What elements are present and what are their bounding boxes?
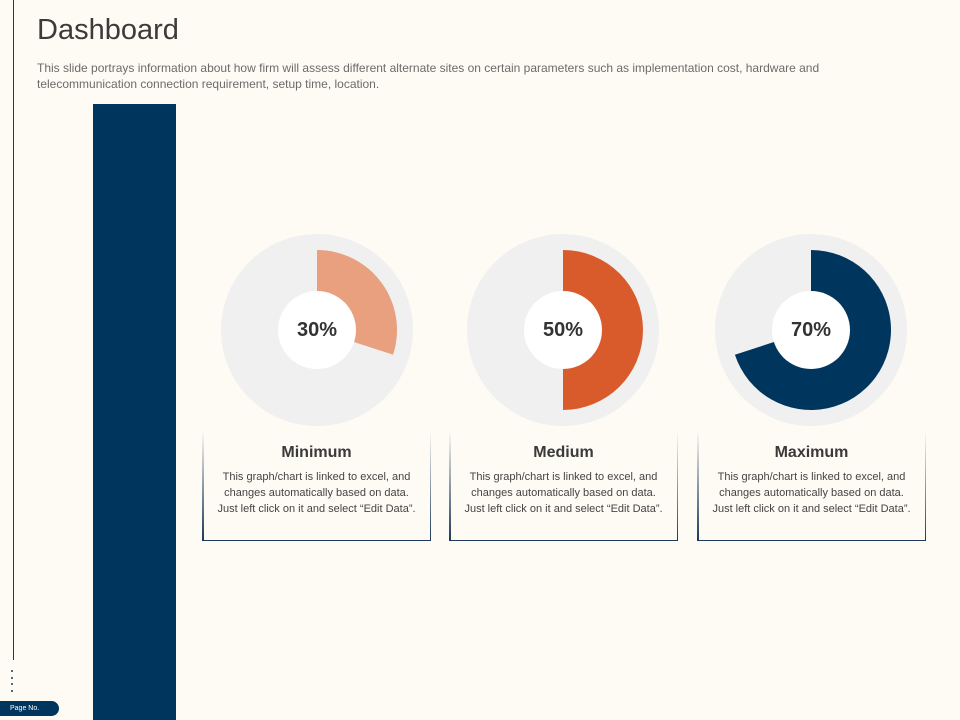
donut-hole bbox=[772, 291, 850, 369]
donut-slice-medium bbox=[563, 250, 643, 410]
donut-hole bbox=[278, 291, 356, 369]
card-minimum: Minimum This graph/chart is linked to ex… bbox=[202, 431, 431, 541]
donut-svg-medium bbox=[467, 234, 659, 426]
card-description: This graph/chart is linked to excel, and… bbox=[712, 471, 911, 515]
accent-bar bbox=[93, 104, 176, 720]
card-medium: Medium This graph/chart is linked to exc… bbox=[449, 431, 678, 541]
donut-value-medium: 50% bbox=[542, 318, 584, 341]
card-title: Minimum bbox=[281, 444, 352, 461]
card-title: Maximum bbox=[774, 444, 849, 461]
page-number-badge: Page No. bbox=[0, 701, 59, 716]
donut-chart-minimum[interactable]: 30% bbox=[220, 233, 414, 427]
donut-svg-maximum bbox=[715, 234, 907, 426]
donut-value-minimum: 30% bbox=[296, 318, 338, 341]
donut-svg-minimum bbox=[221, 234, 413, 426]
card-description: This graph/chart is linked to excel, and… bbox=[217, 471, 416, 515]
more-dots-icon bbox=[9, 670, 15, 692]
card-description: This graph/chart is linked to excel, and… bbox=[464, 471, 663, 515]
donut-chart-maximum[interactable]: 70% bbox=[714, 233, 908, 427]
page-subtitle: This slide portrays information about ho… bbox=[37, 61, 820, 91]
donut-hole bbox=[524, 291, 602, 369]
page-title: Dashboard bbox=[37, 14, 179, 46]
card-title: Medium bbox=[533, 444, 594, 461]
donut-chart-medium[interactable]: 50% bbox=[466, 233, 660, 427]
left-rule bbox=[13, 0, 14, 660]
donut-value-maximum: 70% bbox=[790, 318, 832, 341]
card-maximum: Maximum This graph/chart is linked to ex… bbox=[697, 431, 926, 541]
